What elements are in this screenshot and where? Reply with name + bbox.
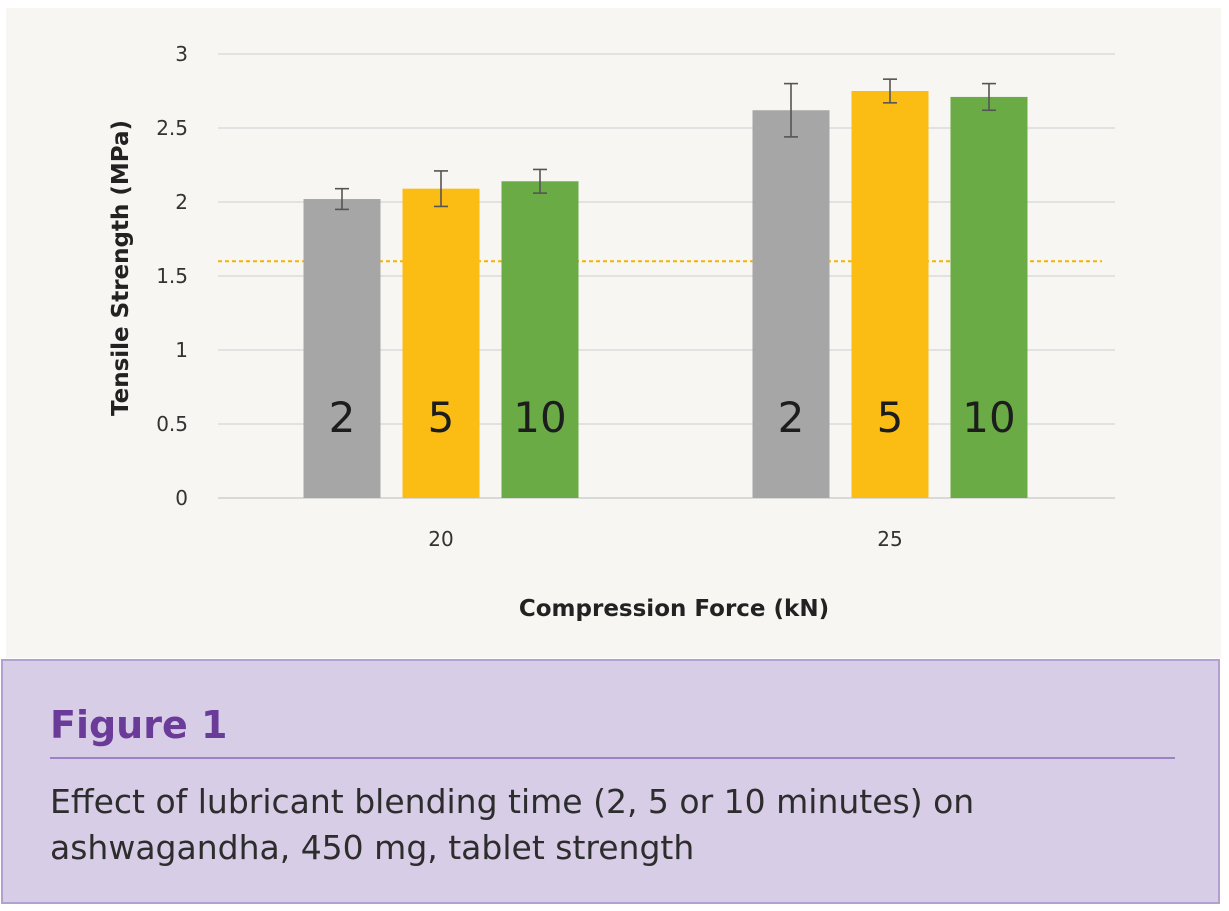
y-tick-label: 3 (175, 42, 188, 66)
caption-text: Effect of lubricant blending time (2, 5 … (50, 782, 975, 867)
caption-divider (50, 757, 1175, 759)
caption-title: Figure 1 (50, 703, 228, 747)
bar (402, 188, 480, 498)
y-tick-label: 0.5 (156, 412, 188, 436)
bar-series-label: 5 (877, 393, 904, 442)
bar-series-label: 5 (428, 393, 455, 442)
x-tick-label: 25 (877, 527, 902, 551)
bar-series-label: 10 (962, 393, 1015, 442)
chart-area: 0 0.5 1 1.5 2 2.5 3 2 5 10 20 2 5 10 25 Compression For… (6, 8, 1221, 658)
bar (501, 181, 579, 498)
bar-series-label: 10 (513, 393, 566, 442)
bar-series-label: 2 (778, 393, 805, 442)
y-tick-label: 2.5 (156, 116, 188, 140)
y-tick-label: 0 (175, 486, 188, 510)
bar (752, 110, 830, 499)
bar (851, 91, 929, 498)
y-tick-label: 2 (175, 190, 188, 214)
x-tick-label: 20 (428, 527, 453, 551)
bar-series-label: 2 (329, 393, 356, 442)
y-tick-label: 1 (175, 338, 188, 362)
bar (303, 199, 381, 499)
y-tick-label: 1.5 (156, 264, 188, 288)
y-axis-title: Tensile Strength (MPa) (108, 120, 134, 416)
bar (950, 96, 1028, 499)
caption-box: Figure 1 Effect of lubricant blending ti… (1, 659, 1220, 904)
x-axis-title: Compression Force (kN) (519, 596, 829, 622)
